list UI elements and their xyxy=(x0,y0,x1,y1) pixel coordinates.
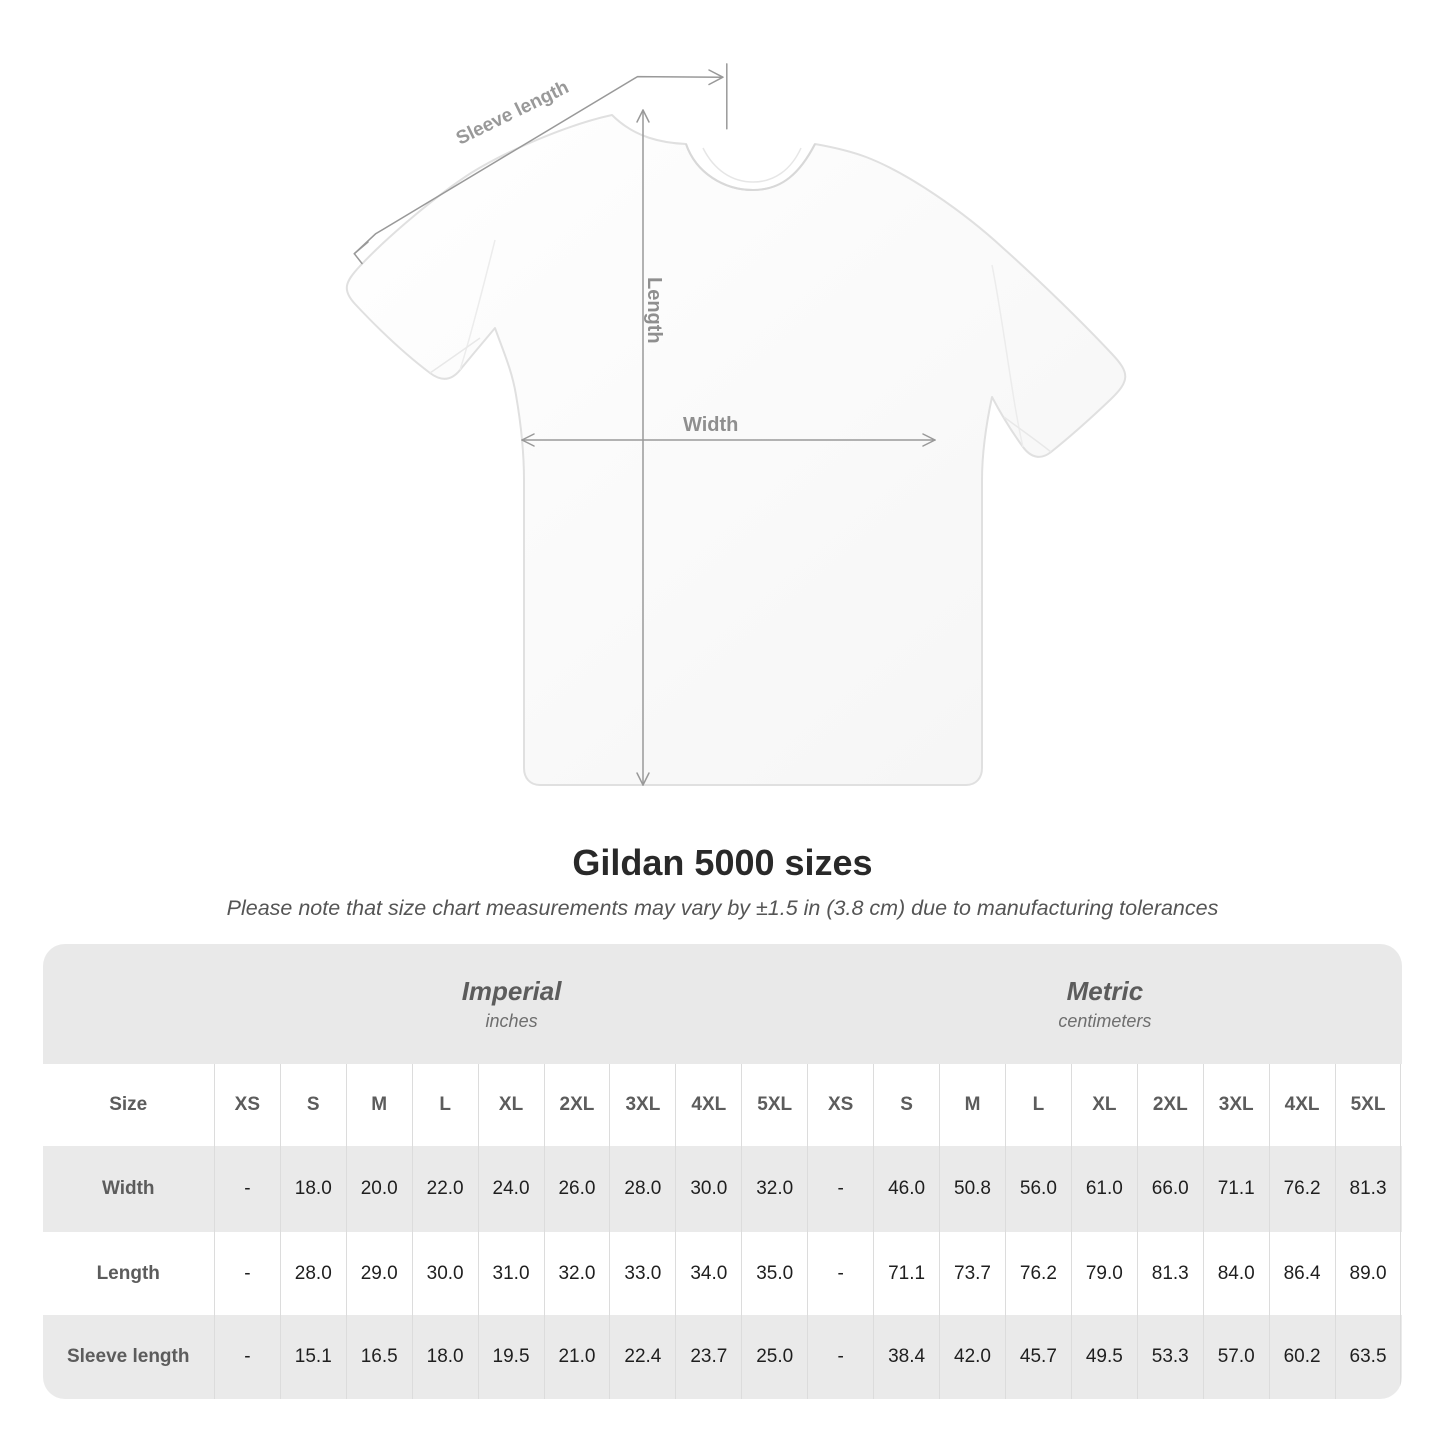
svg-text:Width: Width xyxy=(683,414,738,436)
svg-text:Length: Length xyxy=(643,277,665,344)
